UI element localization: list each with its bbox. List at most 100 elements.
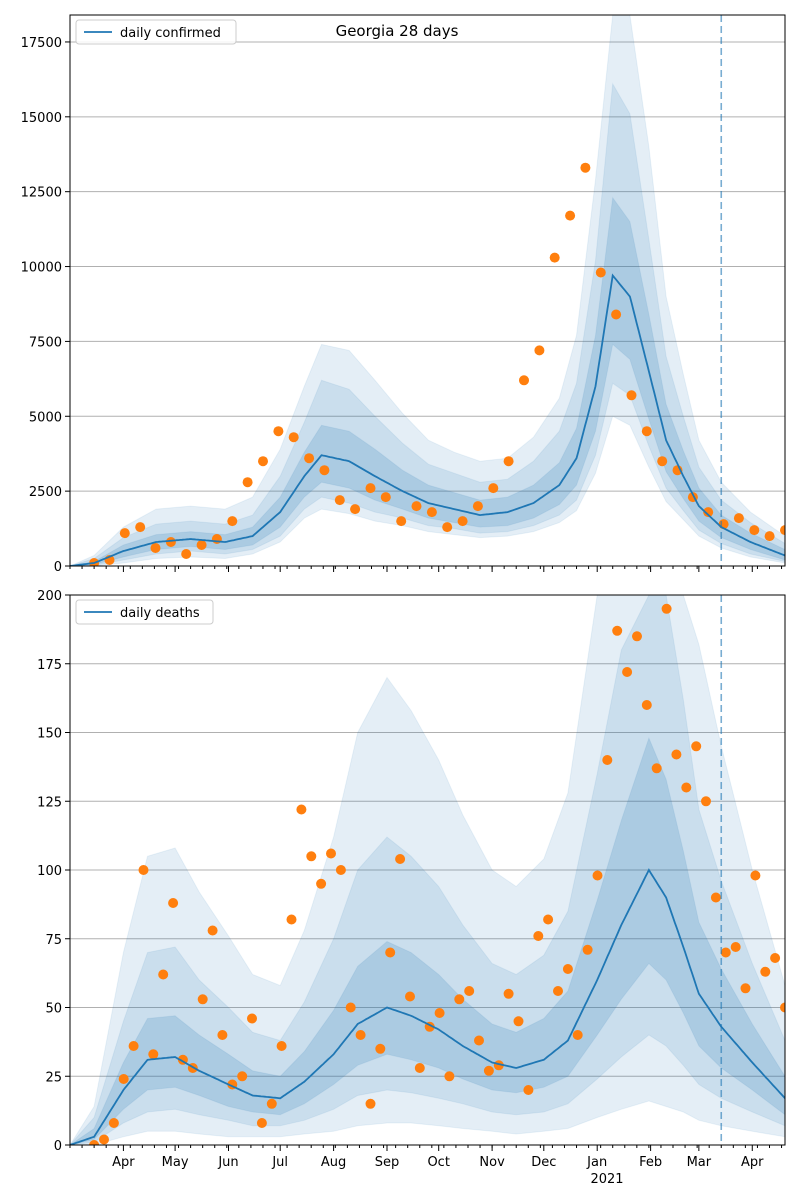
observed-point [681, 782, 692, 793]
uncertainty-band [70, 196, 785, 566]
observed-point [304, 453, 315, 464]
observed-point [434, 1008, 445, 1018]
x-tick-label: Jul [271, 1155, 288, 1170]
observed-point [740, 983, 751, 994]
observed-point [380, 492, 391, 503]
observed-point [148, 1049, 159, 1060]
observed-point [247, 1013, 257, 1024]
observed-point [217, 1030, 228, 1040]
observed-point [256, 1118, 267, 1128]
uncertainty-band [70, 82, 785, 566]
y-tick-label: 200 [37, 589, 62, 604]
observed-point [691, 741, 702, 752]
observed-point [319, 465, 330, 476]
observed-point [365, 1098, 376, 1109]
observed-point [483, 1065, 494, 1076]
uncertainty-band [70, 15, 785, 566]
observed-point [197, 994, 208, 1005]
observed-point [89, 1140, 100, 1145]
chart-title: Georgia 28 days [336, 22, 459, 40]
observed-point [703, 507, 714, 518]
observed-point [611, 309, 622, 320]
observed-point [326, 848, 336, 859]
y-tick-label: 25 [45, 1070, 62, 1085]
observed-point [138, 865, 149, 875]
legend-box [75, 19, 237, 45]
observed-point [350, 504, 361, 515]
observed-point [365, 483, 376, 494]
observed-point [622, 667, 633, 677]
observed-point [580, 162, 591, 173]
y-tick-label: 12500 [21, 186, 62, 201]
x-tick-label: Jun [217, 1155, 238, 1170]
observed-point [165, 537, 176, 547]
observed-point [181, 549, 192, 559]
observed-point [355, 1030, 366, 1040]
observed-point [488, 483, 499, 494]
observed-point [710, 892, 721, 903]
legend: daily confirmed [75, 19, 237, 45]
x-tick-label: Jan [586, 1155, 607, 1170]
legend-label: daily deaths [120, 606, 200, 621]
y-tick-label: 5000 [29, 410, 62, 425]
observed-point [150, 543, 161, 553]
legend-label: daily confirmed [120, 26, 221, 41]
legend-box [75, 599, 214, 625]
observed-point [519, 375, 529, 386]
observed-point [442, 522, 453, 533]
observed-point [602, 755, 613, 765]
confirmed-panel: 0 2500 5000 7500 10000 12500 15000 17500 daily c… [21, 14, 786, 575]
observed-point [562, 964, 573, 974]
observed-point [661, 603, 672, 614]
y-tick-label: 0 [54, 1139, 62, 1154]
observed-point [472, 501, 483, 512]
observed-point [135, 522, 146, 533]
observed-point [108, 1118, 119, 1128]
observed-point [345, 1002, 356, 1013]
observed-point [592, 870, 603, 881]
observed-point [474, 1035, 484, 1046]
observed-point [749, 525, 760, 536]
deaths-panel: 0 25 50 75 100 125 150 175 200 Apr May Jun Jul Aug Sep… [37, 589, 786, 1170]
observed-point [119, 528, 130, 539]
observed-point [641, 426, 652, 437]
observed-point [612, 625, 623, 636]
observed-point [334, 495, 345, 506]
observed-point [306, 851, 317, 862]
observed-point [770, 953, 781, 963]
observed-point [196, 540, 207, 550]
x-tick-label: Dec [531, 1155, 556, 1170]
plot-area [70, 15, 785, 566]
uncertainty-band [70, 736, 785, 1145]
observed-point [258, 456, 268, 467]
observed-point [503, 456, 514, 467]
observed-point [286, 914, 297, 925]
observed-point [168, 898, 179, 908]
plot-area [70, 595, 785, 1145]
y-tick-label: 10000 [21, 261, 62, 276]
observed-point [780, 1002, 785, 1013]
series-line [70, 868, 785, 1145]
observed-point [385, 947, 396, 958]
observed-point [632, 631, 642, 642]
x-tick-label: Aug [321, 1155, 346, 1170]
observed-point [565, 210, 576, 221]
observed-point [651, 763, 662, 774]
observed-point [375, 1043, 386, 1054]
observed-point [99, 1134, 109, 1145]
x-tick-label: Feb [639, 1155, 662, 1170]
y-tick-label: 150 [37, 727, 62, 742]
observed-point [335, 865, 346, 875]
y-tick-label: 175 [37, 658, 62, 673]
observed-point [523, 1085, 534, 1095]
observed-point [764, 531, 775, 542]
y-tick-label: 50 [45, 1002, 62, 1017]
legend: daily deaths [75, 599, 214, 625]
x-tick-label: Nov [479, 1155, 505, 1170]
observed-point [207, 925, 218, 936]
y-tick-label: 2500 [29, 485, 62, 500]
observed-point [780, 525, 785, 536]
observed-point [641, 700, 652, 710]
x-tick-label: Sep [375, 1155, 400, 1170]
observed-point [242, 477, 253, 488]
